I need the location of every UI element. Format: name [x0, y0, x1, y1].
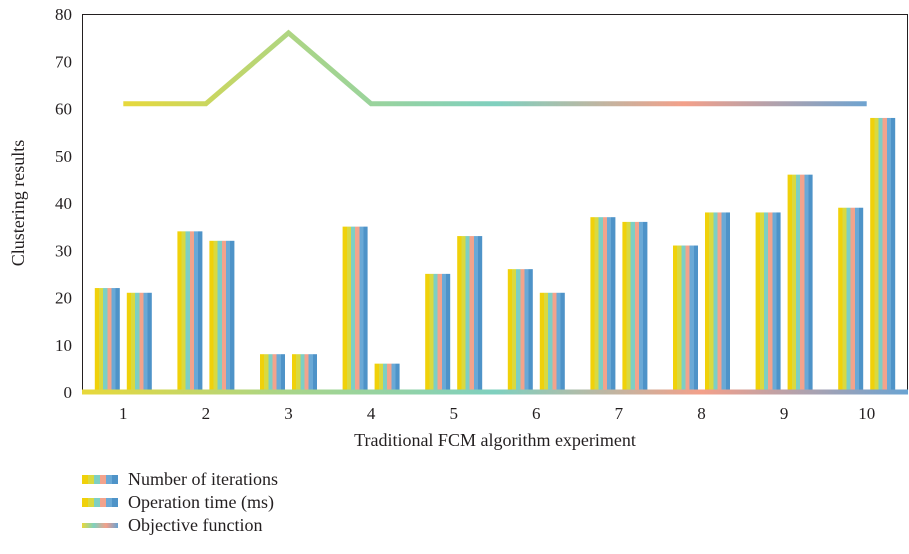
bar-iterations — [94, 288, 120, 392]
plot-frame — [82, 14, 908, 393]
y-axis-ticks: 0 10 20 30 40 50 60 70 80 — [55, 5, 72, 402]
bar-operation-time — [209, 240, 235, 392]
bar-operation-time — [126, 292, 152, 392]
bar-iterations — [838, 207, 864, 392]
legend: Number of iterations Operation time (ms)… — [82, 468, 278, 537]
bar-operation-time — [374, 363, 400, 392]
legend-swatch-iterations — [82, 475, 118, 484]
bar-operation-time — [622, 221, 648, 392]
y-tick-label: 80 — [55, 5, 72, 24]
bar-iterations — [755, 212, 781, 392]
bar-iterations — [177, 231, 203, 392]
bar-operation-time — [787, 174, 813, 392]
x-tick-label: 10 — [858, 404, 875, 423]
x-tick-label: 1 — [119, 404, 128, 423]
bar-operation-time — [539, 292, 565, 392]
bar-operation-time — [870, 117, 896, 392]
bar-iterations — [590, 217, 616, 392]
bars — [94, 117, 896, 392]
legend-item-operation-time: Operation time (ms) — [82, 491, 278, 514]
legend-swatch-operation-time — [82, 498, 118, 507]
y-tick-label: 50 — [55, 147, 72, 166]
bar-operation-time — [705, 212, 730, 392]
legend-item-iterations: Number of iterations — [82, 468, 278, 491]
x-tick-label: 7 — [615, 404, 624, 423]
bar-iterations — [673, 245, 698, 392]
x-axis-title: Traditional FCM algorithm experiment — [354, 430, 636, 450]
x-tick-label: 4 — [367, 404, 376, 423]
legend-label-iterations: Number of iterations — [128, 469, 278, 489]
x-tick-label: 9 — [780, 404, 789, 423]
bar-iterations — [507, 269, 533, 392]
x-axis-ticks: 1 2 3 4 5 6 7 8 9 10 — [119, 404, 875, 423]
y-tick-label: 60 — [55, 100, 72, 119]
legend-label-operation-time: Operation time (ms) — [128, 492, 274, 512]
bar-iterations — [342, 226, 368, 392]
legend-swatch-objective-function — [82, 523, 118, 528]
y-tick-label: 10 — [55, 336, 72, 355]
line-objective-function — [123, 29, 867, 107]
y-axis-title: Clustering results — [8, 140, 28, 267]
x-tick-label: 3 — [284, 404, 293, 423]
bar-iterations — [260, 354, 285, 392]
y-tick-label: 70 — [55, 52, 72, 71]
bar-operation-time — [292, 354, 317, 392]
y-tick-label: 0 — [64, 383, 73, 402]
y-tick-label: 30 — [55, 241, 72, 260]
legend-label-objective-function: Objective function — [128, 515, 263, 535]
lines — [123, 29, 867, 107]
x-tick-label: 5 — [449, 404, 458, 423]
y-tick-label: 20 — [55, 289, 72, 308]
x-tick-label: 2 — [202, 404, 211, 423]
bar-iterations — [425, 273, 451, 392]
y-tick-label: 40 — [55, 194, 72, 213]
legend-item-objective-function: Objective function — [82, 514, 278, 537]
x-tick-label: 6 — [532, 404, 541, 423]
x-tick-label: 8 — [697, 404, 706, 423]
bar-operation-time — [457, 236, 483, 392]
